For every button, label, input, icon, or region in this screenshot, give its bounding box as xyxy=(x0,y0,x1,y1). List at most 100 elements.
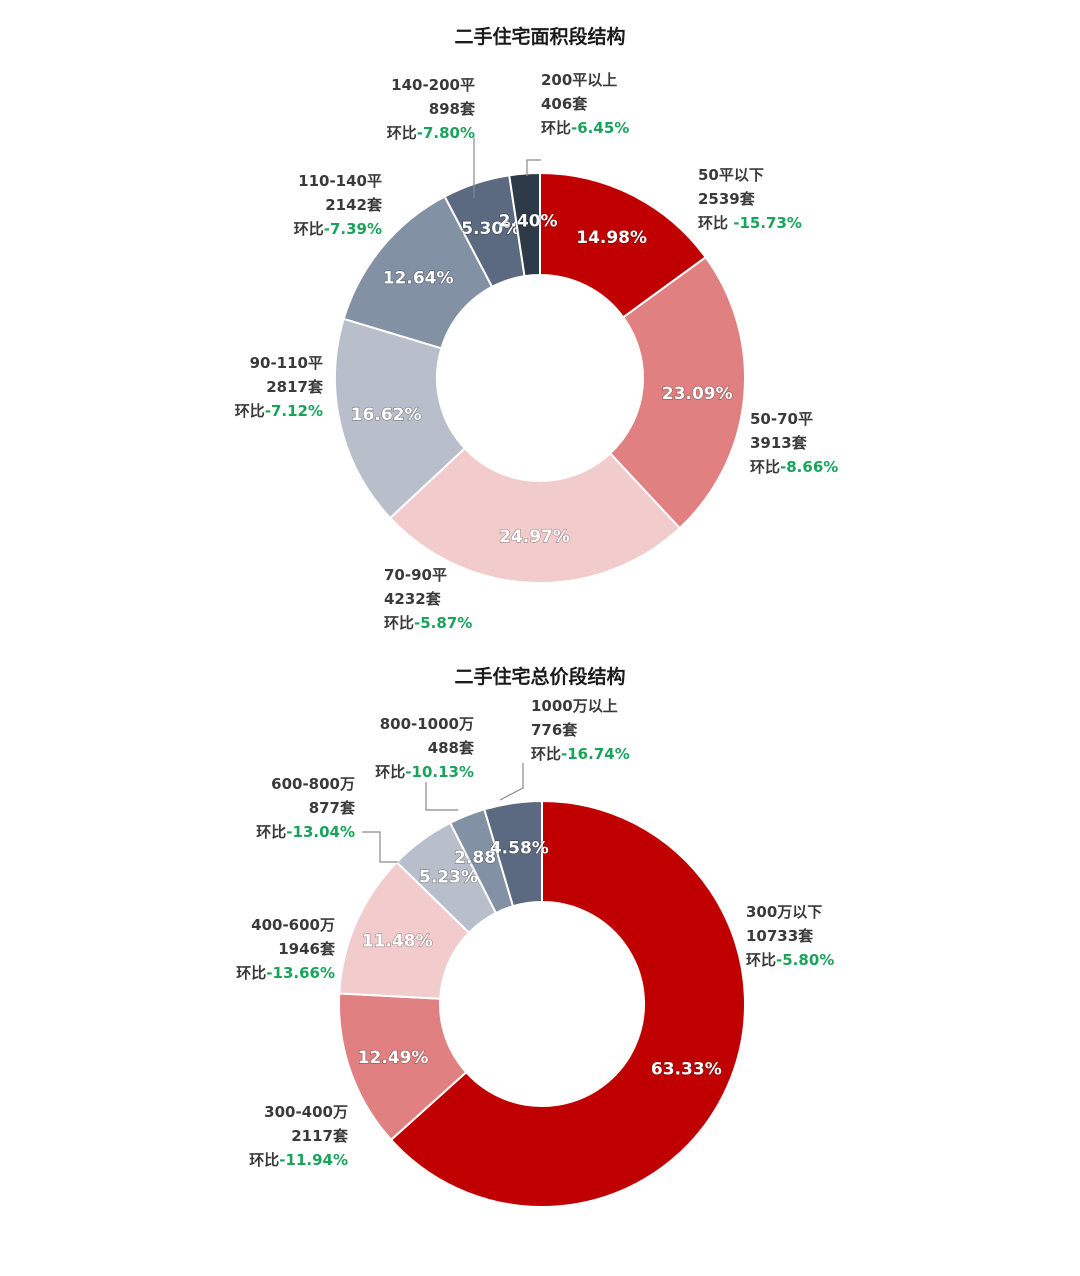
mom-value: -15.73% xyxy=(733,214,802,232)
area-structure-chart: 二手住宅面积段结构 14.98% 23.09% 24.97% 16.62% 12.64%… xyxy=(235,26,839,635)
mom-prefix: 环比 xyxy=(541,119,572,137)
leader-line xyxy=(362,831,398,863)
donut-slice-6 xyxy=(508,171,541,278)
mom-prefix: 环比 xyxy=(236,964,267,982)
slice-callout: 300万以下 10733套环比-5.80% xyxy=(746,900,834,972)
slice-callout: 140-200平 898套 环比-7.80% xyxy=(387,73,475,145)
category-label: 1000万以上 xyxy=(531,697,618,715)
slice-value-label: 5.30% xyxy=(461,219,520,239)
slice-value-label: 11.48% xyxy=(362,932,433,952)
slice-value-label: 4.58% xyxy=(490,839,549,859)
donut-slice-2 xyxy=(388,446,682,584)
category-label: 110-140平 xyxy=(298,172,382,190)
count-label: 10733套 xyxy=(746,927,814,945)
category-label: 300万以下 xyxy=(746,903,823,921)
mom-line: 环比-6.45% xyxy=(541,116,629,140)
count-label: 3913套 xyxy=(750,434,807,452)
category-label: 300-400万 xyxy=(264,1103,348,1121)
mom-prefix: 环比 xyxy=(375,763,406,781)
slice-value-label: 12.49% xyxy=(358,1048,429,1068)
mom-prefix: 环比 xyxy=(746,951,777,969)
mom-prefix: 环比 xyxy=(384,614,415,632)
mom-value: -6.45% xyxy=(571,119,630,137)
mom-prefix: 环比 xyxy=(234,402,265,420)
slice-value-label: 16.62% xyxy=(351,405,422,425)
category-label: 50平以下 xyxy=(698,166,764,184)
leader-line xyxy=(425,782,458,811)
slice-callout: 600-800万 877套环比-13.04% xyxy=(256,772,355,844)
slice-callout: 110-140平 2142套 环比-7.39% xyxy=(294,169,382,241)
slice-callout: 300-400万 2117套 环比-11.94% xyxy=(249,1100,348,1172)
slice-callout: 800-1000万 488套环比-10.13% xyxy=(375,712,474,784)
slice-value-label: 24.97% xyxy=(499,527,570,547)
count-label: 2817套 xyxy=(266,378,323,396)
donut-slice-5 xyxy=(483,799,543,908)
mom-value: -10.13% xyxy=(405,763,474,781)
slice-value-label: 2.40% xyxy=(499,211,558,231)
mom-value: -13.66% xyxy=(266,964,335,982)
mom-value: -16.74% xyxy=(561,745,630,763)
donut-area: 14.98% 23.09% 24.97% 16.62% 12.64% 5.30%2.40% xyxy=(334,138,746,584)
mom-value: -7.39% xyxy=(323,220,382,238)
donut-price: 63.33%12.49%11.48%5.23%2.88%4.58% xyxy=(338,763,746,1208)
count-label: 4232套 xyxy=(384,590,441,608)
count-label: 1946套 xyxy=(278,940,335,958)
mom-line: 环比 -15.73% xyxy=(698,211,802,235)
slice-callout: 70-90平 4232套环比-5.87% xyxy=(384,563,472,635)
mom-line: 环比-16.74% xyxy=(531,742,630,766)
slice-value-label: 12.64% xyxy=(383,268,454,288)
chart-title: 二手住宅总价段结构 xyxy=(454,666,626,688)
leader-line xyxy=(526,159,541,176)
mom-line: 环比-7.12% xyxy=(235,399,323,423)
count-label: 488套 xyxy=(427,739,474,757)
leader-line xyxy=(499,763,524,801)
mom-line: 环比-5.80% xyxy=(746,948,834,972)
donut-slice-0 xyxy=(539,171,708,319)
category-label: 800-1000万 xyxy=(379,715,474,733)
category-label: 90-110平 xyxy=(249,354,323,372)
mom-line: 环比-8.66% xyxy=(750,455,838,479)
mom-value: -13.04% xyxy=(286,823,355,841)
mom-prefix: 环比 xyxy=(256,823,287,841)
mom-prefix: 环比 xyxy=(249,1151,280,1169)
mom-prefix: 环比 xyxy=(750,458,781,476)
count-label: 877套 xyxy=(308,799,355,817)
slice-callout: 50-70平 3913套 环比-8.66% xyxy=(750,407,838,479)
slice-callout: 50平以下 2539套 环比 -15.73% xyxy=(698,163,802,235)
donut-slice-1 xyxy=(608,255,746,530)
mom-prefix: 环比 xyxy=(386,124,417,142)
price-structure-chart: 二手住宅总价段结构 63.33% 12.49% 11.48% 5.23% 2.88% 4.… xyxy=(0,640,1080,1276)
slice-value-label: 14.98% xyxy=(576,228,647,248)
mom-line: 环比-13.66% xyxy=(236,961,335,985)
mom-prefix: 环比 xyxy=(698,214,734,232)
category-label: 600-800万 xyxy=(271,775,355,793)
category-label: 140-200平 xyxy=(391,76,475,94)
count-label: 2142套 xyxy=(325,196,382,214)
mom-prefix: 环比 xyxy=(531,745,562,763)
chart-title: 二手住宅面积段结构 xyxy=(454,26,626,48)
count-label: 2117套 xyxy=(291,1127,348,1145)
mom-value: -7.12% xyxy=(264,402,323,420)
mom-line: 环比-7.80% xyxy=(387,121,475,145)
slice-callout: 400-600万 1946套 环比-13.66% xyxy=(236,913,335,985)
mom-line: 环比-7.39% xyxy=(294,217,382,241)
slice-value-label: 63.33% xyxy=(651,1059,722,1079)
mom-value: -5.87% xyxy=(414,614,473,632)
category-label: 400-600万 xyxy=(251,916,335,934)
mom-prefix: 环比 xyxy=(293,220,324,238)
slice-value-label: 23.09% xyxy=(662,384,733,404)
count-label: 898套 xyxy=(428,100,475,118)
slice-callout: 90-110平 2817套 环比-7.12% xyxy=(235,351,323,423)
mom-line: 环比-11.94% xyxy=(249,1148,348,1172)
slice-callout: 1000万以上 776套环比-16.74% xyxy=(531,694,630,766)
category-label: 200平以上 xyxy=(541,71,618,89)
mom-value: -7.80% xyxy=(416,124,475,142)
mom-line: 环比-10.13% xyxy=(375,760,474,784)
mom-value: -11.94% xyxy=(279,1151,348,1169)
mom-line: 环比-5.87% xyxy=(384,611,472,635)
count-label: 776套 xyxy=(531,721,578,739)
mom-value: -8.66% xyxy=(780,458,839,476)
category-label: 70-90平 xyxy=(384,566,447,584)
slice-value-label: 5.23% xyxy=(419,868,478,888)
mom-line: 环比-13.04% xyxy=(256,820,355,844)
